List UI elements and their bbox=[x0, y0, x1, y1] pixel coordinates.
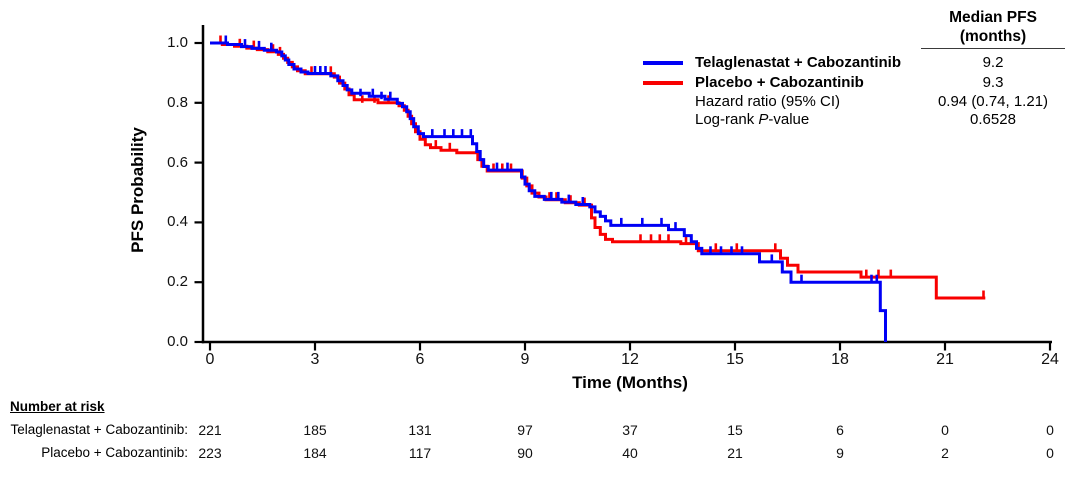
risk-table-title: Number at risk bbox=[10, 399, 105, 414]
log-rank-label-pre: Log-rank bbox=[695, 111, 759, 128]
y-tick-label: 0.6 bbox=[167, 153, 188, 171]
hazard-ratio-value: 0.94 (0.74, 1.21) bbox=[937, 93, 1049, 110]
risk-value: 9 bbox=[836, 445, 844, 461]
risk-value: 0 bbox=[941, 422, 949, 438]
risk-value: 0 bbox=[1046, 445, 1054, 461]
y-tick-label: 0.4 bbox=[167, 213, 188, 231]
km-curve-placebo bbox=[210, 41, 986, 300]
risk-row-label-telaglenastat: Telaglenastat + Cabozantinib: bbox=[10, 422, 189, 437]
risk-value: 0 bbox=[1046, 422, 1054, 438]
median-pfs-placebo: 9.3 bbox=[982, 74, 1004, 91]
y-tick-label: 1.0 bbox=[167, 34, 188, 51]
x-tick-label: 12 bbox=[621, 351, 639, 368]
risk-value: 21 bbox=[727, 445, 743, 461]
legend-label-telaglenastat: Telaglenastat + Cabozantinib bbox=[695, 54, 902, 71]
log-rank-label-post: -value bbox=[768, 111, 810, 128]
x-tick-label: 15 bbox=[726, 351, 744, 368]
risk-value: 117 bbox=[408, 445, 432, 461]
legend-swatch-telaglenastat bbox=[643, 60, 683, 65]
y-axis-title: PFS Probability bbox=[128, 127, 147, 253]
risk-value: 40 bbox=[622, 445, 638, 461]
risk-value: 2 bbox=[941, 445, 949, 461]
risk-value: 90 bbox=[517, 445, 533, 461]
log-rank-label-p: P bbox=[758, 111, 769, 128]
risk-value: 221 bbox=[198, 422, 222, 438]
x-tick-label: 0 bbox=[205, 351, 215, 368]
y-tick-label: 0.8 bbox=[167, 93, 188, 111]
log-rank-value: 0.6528 bbox=[970, 111, 1016, 128]
stat-label-hazard-ratio: Hazard ratio (95% CI) bbox=[695, 93, 841, 110]
median-pfs-telaglenastat: 9.2 bbox=[982, 54, 1004, 71]
risk-value: 97 bbox=[517, 422, 533, 438]
risk-value: 184 bbox=[303, 445, 327, 461]
x-tick-label: 24 bbox=[1041, 351, 1059, 368]
stats-header-line2: (months) bbox=[959, 28, 1027, 45]
risk-value: 223 bbox=[198, 445, 222, 461]
stat-label-log-rank: Log-rank P-value bbox=[695, 110, 809, 129]
y-tick-label: 0.2 bbox=[167, 273, 188, 291]
x-tick-label: 9 bbox=[520, 351, 530, 368]
risk-value: 6 bbox=[836, 422, 844, 438]
stats-header: Median PFS (months) bbox=[921, 8, 1065, 49]
risk-value: 131 bbox=[408, 422, 432, 438]
y-tick-label: 0.0 bbox=[167, 333, 188, 350]
legend-label-placebo: Placebo + Cabozantinib bbox=[695, 74, 864, 91]
risk-value: 185 bbox=[303, 422, 327, 438]
risk-value: 15 bbox=[727, 422, 743, 438]
x-tick-label: 3 bbox=[310, 351, 320, 368]
risk-row-label-placebo: Placebo + Cabozantinib: bbox=[41, 445, 188, 460]
legend-swatch-placebo bbox=[643, 80, 683, 85]
x-tick-label: 18 bbox=[831, 351, 849, 368]
x-tick-label: 21 bbox=[936, 351, 954, 368]
stats-header-line1: Median PFS bbox=[949, 9, 1037, 26]
risk-value: 37 bbox=[622, 422, 638, 438]
x-axis-title: Time (Months) bbox=[572, 373, 688, 392]
x-tick-label: 6 bbox=[415, 351, 425, 368]
km-curve-telaglenastat bbox=[210, 41, 887, 342]
